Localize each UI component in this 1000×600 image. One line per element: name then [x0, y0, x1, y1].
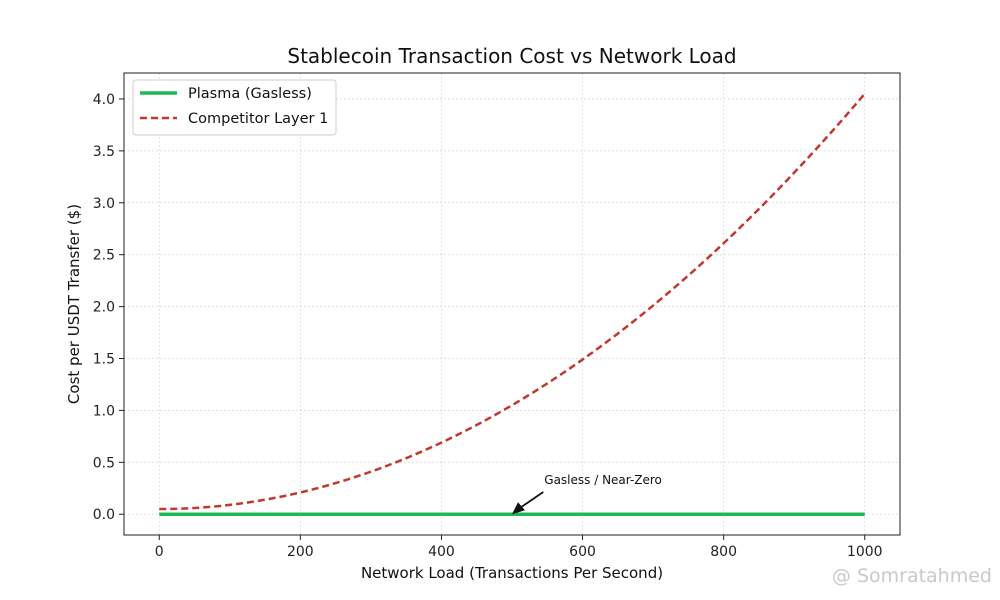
chart-title: Stablecoin Transaction Cost vs Network L… — [287, 44, 736, 68]
y-tick-label: 2.0 — [93, 300, 115, 316]
legend-box — [132, 79, 337, 136]
legend-label-plasma: Plasma (Gasless) — [188, 86, 312, 102]
x-tick-label: 400 — [428, 544, 455, 560]
annotation-text: Gasless / Near-Zero — [544, 473, 662, 487]
x-axis-label: Network Load (Transactions Per Second) — [361, 564, 663, 582]
legend-label-competitor: Competitor Layer 1 — [188, 111, 328, 127]
watermark: @ Somratahmed — [832, 565, 992, 587]
y-tick-label: 2.5 — [93, 248, 115, 264]
plot-frame — [123, 72, 901, 536]
legend: Plasma (Gasless) Competitor Layer 1 — [132, 79, 337, 136]
grid — [124, 73, 900, 535]
y-axis-label: Cost per USDT Transfer ($) — [65, 204, 83, 404]
annotation-arrow-shaft — [520, 491, 544, 508]
y-tick-label: 1.5 — [93, 352, 115, 368]
y-tick-label: 0.0 — [93, 507, 115, 523]
x-tick-label: 800 — [710, 544, 737, 560]
y-tick-label: 4.0 — [93, 92, 115, 108]
x-tick-label: 0 — [155, 544, 164, 560]
x-tick-label: 1000 — [847, 544, 883, 560]
series-layer — [159, 92, 866, 516]
annotation: Gasless / Near-Zero — [512, 473, 662, 515]
y-tick-label: 0.5 — [93, 455, 115, 471]
annotation-arrow-head — [512, 502, 525, 515]
x-tick-label: 200 — [287, 544, 314, 560]
ticks: 0 200 400 600 800 1000 0.0 0.5 1.0 1.5 2.0 2.5 3.0 3.… — [93, 92, 883, 560]
series-line-competitor — [159, 92, 866, 511]
x-tick-label: 600 — [569, 544, 596, 560]
y-tick-label: 3.0 — [93, 196, 115, 212]
y-tick-label: 1.0 — [93, 403, 115, 419]
y-tick-label: 3.5 — [93, 144, 115, 160]
